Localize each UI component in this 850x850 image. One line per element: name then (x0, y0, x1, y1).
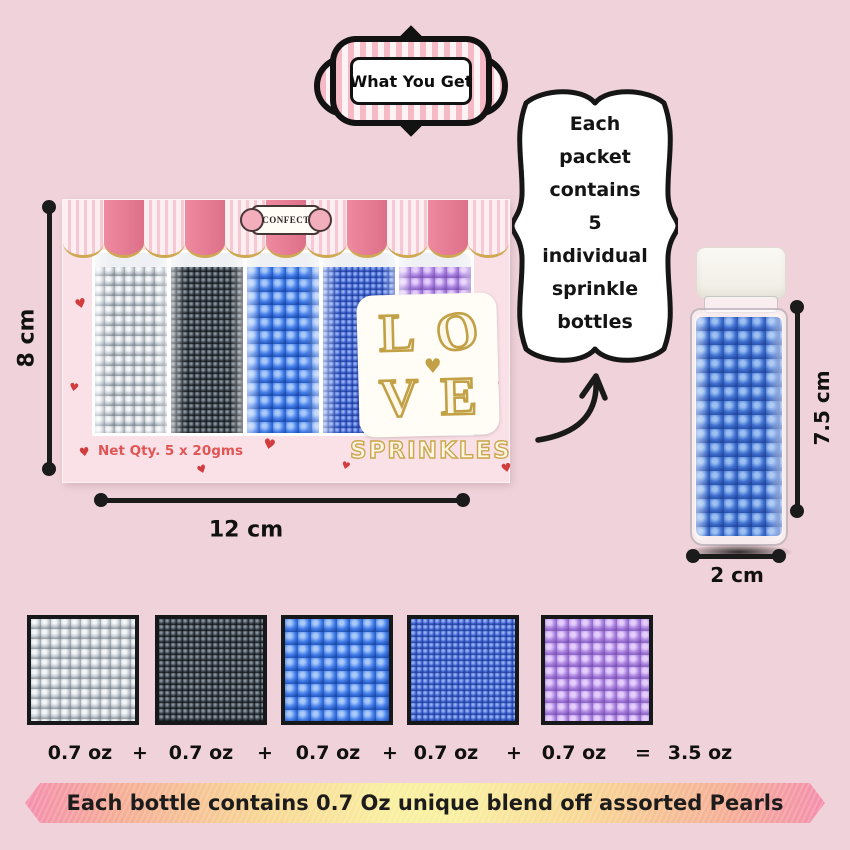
callout-bubble: Each packet contains 5 individual sprink… (512, 84, 678, 368)
blue-pearls-fill (696, 317, 782, 536)
badge-text: What You Get (350, 57, 472, 105)
bottle-cap (696, 247, 786, 299)
plus-sign: + (257, 742, 273, 764)
heart-icon: ♥ (423, 353, 443, 378)
callout-line: individual (542, 245, 648, 267)
love-logo: L O V E ♥ (356, 292, 500, 438)
swatch-royal-blue-pearls (407, 615, 519, 725)
awning-stripe (468, 200, 510, 258)
tube-black-pearls (171, 253, 243, 433)
love-letter-l: L (377, 301, 417, 365)
badge-frame: What You Get (330, 36, 492, 126)
love-letter-e: E (439, 364, 479, 428)
heart-icon: ♥ (67, 380, 80, 395)
plus-sign: + (132, 742, 148, 764)
total-weight-label: 3.5 oz (667, 742, 733, 764)
bottom-banner: Each bottle contains 0.7 Oz unique blend… (25, 783, 825, 823)
awning-stripe (387, 200, 428, 258)
glass-highlight (95, 253, 167, 433)
curved-arrow-icon (535, 373, 608, 443)
awning-stripe (427, 200, 469, 258)
confect-brand-badge: CONFECT (240, 205, 332, 235)
box-width-dimension-line (100, 498, 464, 503)
banner-text: Each bottle contains 0.7 Oz unique blend… (66, 791, 784, 815)
weight-label: 0.7 oz (47, 742, 113, 764)
swatch-purple-pearls (541, 615, 653, 725)
glass-highlight (171, 253, 243, 433)
bottle-width-dimension-line (692, 554, 780, 559)
weight-label: 0.7 oz (295, 742, 361, 764)
equals-sign: = (635, 742, 651, 764)
box-height-dimension-line (47, 206, 52, 470)
glass-highlight (247, 253, 319, 433)
weight-label: 0.7 oz (541, 742, 607, 764)
plus-sign: + (506, 742, 522, 764)
callout-line: sprinkle (551, 278, 639, 300)
swatch-black-pearls (155, 615, 267, 725)
awning-stripe (346, 200, 388, 258)
box-width-label: 12 cm (208, 517, 284, 543)
awning-stripe (184, 200, 226, 258)
awning-stripe (63, 200, 104, 258)
awning-stripe (103, 200, 145, 258)
callout-line: 5 (588, 212, 602, 234)
awning-stripe (144, 200, 185, 258)
sprinkle-bottle (690, 308, 788, 546)
tube-silver-pearls (95, 253, 167, 433)
bottle-width-label: 2 cm (710, 563, 764, 587)
product-box: CONFECT (63, 200, 513, 482)
bottle-height-dimension-line (795, 306, 800, 512)
weight-label: 0.7 oz (168, 742, 234, 764)
what-you-get-badge: What You Get (314, 25, 508, 137)
weight-label: 0.7 oz (413, 742, 479, 764)
callout-text: Each packet contains 5 individual sprink… (512, 84, 678, 368)
love-letter-v: V (377, 366, 420, 430)
heart-icon: ♥ (195, 461, 209, 478)
callout-line: bottles (557, 311, 633, 333)
bracket-frame (512, 89, 678, 363)
heart-icon: ♥ (73, 295, 89, 314)
callout-line: contains (549, 179, 641, 201)
box-height-label: 8 cm (14, 308, 40, 368)
tube-blue-pearls (247, 253, 319, 433)
callout-line: packet (559, 146, 631, 168)
callout-line: Each (569, 113, 621, 135)
plus-sign: + (382, 742, 398, 764)
badge-striped-fill: What You Get (336, 42, 486, 120)
heart-icon: ♥ (261, 435, 278, 455)
swatch-silver-pearls (27, 615, 139, 725)
love-letter-o: O (429, 296, 485, 366)
heart-icon: ♥ (78, 444, 91, 460)
sprinkles-label: SPRINKLES (349, 437, 512, 464)
swatch-blue-pearls (281, 615, 393, 725)
net-qty-label: Net Qty. 5 x 20gms (98, 443, 243, 459)
bottle-height-label: 7.5 cm (810, 370, 834, 446)
